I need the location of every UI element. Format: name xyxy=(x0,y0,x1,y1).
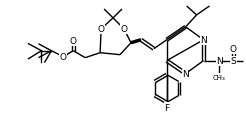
Text: O: O xyxy=(121,25,127,34)
Text: N: N xyxy=(200,36,207,45)
Text: N: N xyxy=(219,74,220,75)
Text: O: O xyxy=(60,53,67,62)
Text: O: O xyxy=(230,45,237,54)
Text: N: N xyxy=(216,57,223,66)
Text: N: N xyxy=(182,69,189,78)
Text: CH₃: CH₃ xyxy=(213,74,226,80)
Text: O: O xyxy=(70,37,77,46)
Text: O: O xyxy=(98,25,105,34)
Text: S: S xyxy=(231,57,236,66)
Text: F: F xyxy=(164,103,169,112)
